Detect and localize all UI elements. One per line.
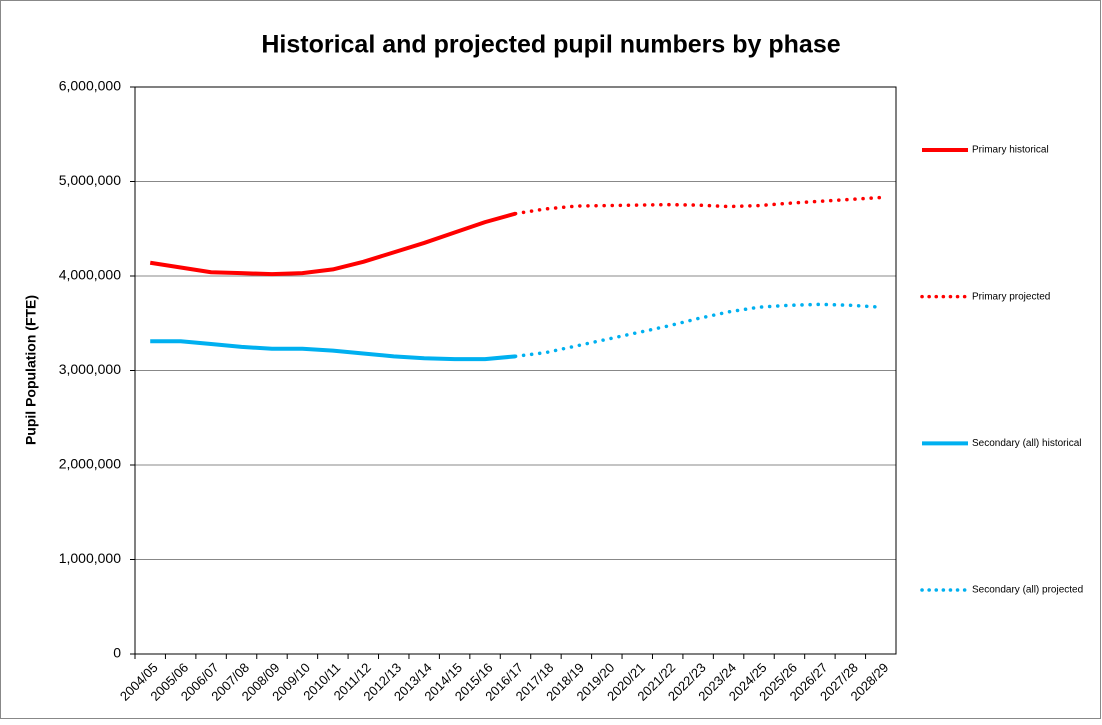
y-axis-label: Pupil Population (FTE) — [23, 295, 39, 445]
y-tick-label: 4,000,000 — [59, 267, 121, 283]
legend-label: Primary projected — [972, 291, 1050, 302]
series-line — [513, 302, 883, 359]
series-line — [150, 339, 516, 362]
y-tick-label: 2,000,000 — [59, 456, 121, 472]
plot-border — [134, 86, 897, 655]
y-tick-label: 1,000,000 — [59, 550, 121, 566]
legend-label: Secondary (all) projected — [972, 585, 1083, 596]
y-tick-label: 5,000,000 — [59, 172, 121, 188]
y-tick-label: 0 — [113, 645, 121, 661]
chart-title: Historical and projected pupil numbers b… — [261, 31, 840, 59]
series-line — [149, 211, 517, 277]
y-tick-label: 6,000,000 — [59, 78, 121, 94]
legend-label: Secondary (all) historical — [972, 438, 1082, 449]
y-tick-label: 3,000,000 — [59, 361, 121, 377]
legend-label: Primary historical — [972, 145, 1049, 156]
